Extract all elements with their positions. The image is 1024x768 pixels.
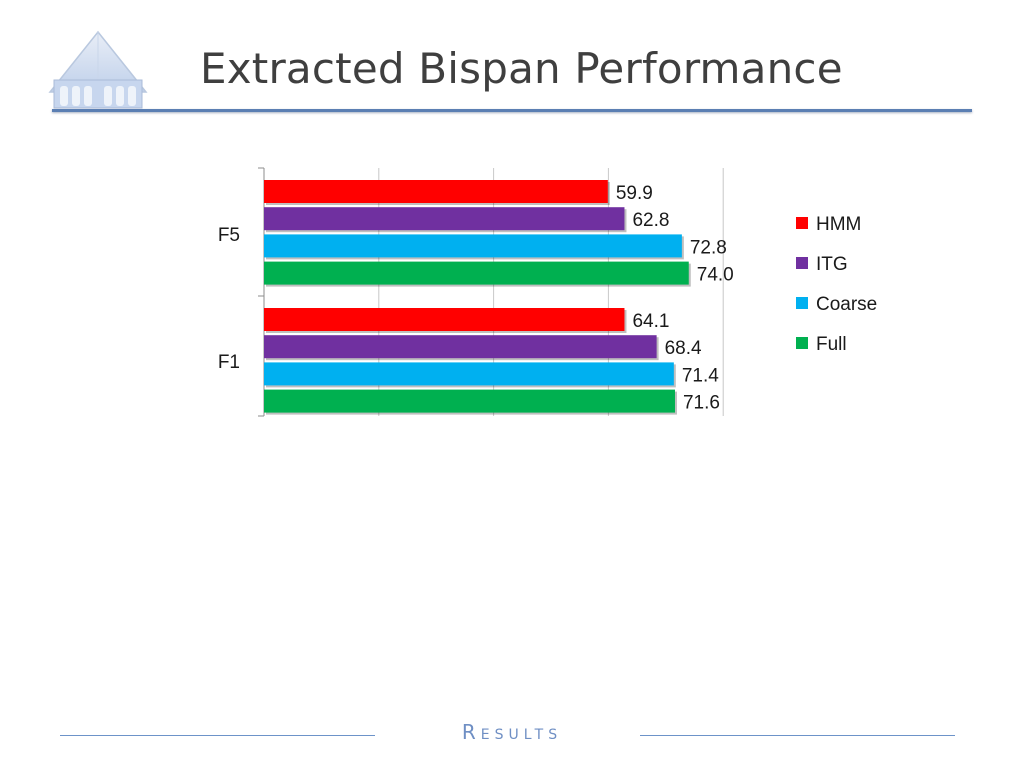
footer-divider-left	[60, 735, 375, 736]
slide-title: Extracted Bispan Performance	[200, 44, 843, 93]
footer-label: ESULTS	[480, 727, 563, 743]
legend-swatch	[796, 217, 808, 229]
legend-label: Full	[816, 334, 847, 355]
bar	[264, 234, 682, 258]
category-label: F1	[218, 352, 240, 373]
bar	[264, 261, 689, 285]
footer-divider-right	[640, 735, 955, 736]
footer-initial: R	[461, 720, 481, 744]
data-label: 68.4	[665, 338, 702, 359]
bar	[264, 335, 657, 359]
legend-label: HMM	[816, 214, 861, 235]
data-label: 62.8	[632, 210, 669, 231]
legend-swatch	[796, 337, 808, 349]
title-divider	[52, 109, 972, 112]
data-label: 72.8	[690, 237, 727, 258]
data-label: 74.0	[697, 265, 734, 286]
bar	[264, 362, 674, 386]
legend-swatch	[796, 297, 808, 309]
bar	[264, 180, 608, 203]
data-label: 64.1	[632, 311, 669, 332]
data-label: 59.9	[616, 183, 653, 204]
legend-label: ITG	[816, 254, 848, 275]
tent-logo	[48, 30, 148, 112]
bar	[264, 389, 675, 413]
bar	[264, 207, 625, 231]
legend-label: Coarse	[816, 294, 877, 315]
legend-swatch	[796, 257, 808, 269]
data-label: 71.4	[682, 365, 719, 386]
data-label: 71.6	[683, 393, 720, 414]
category-label: F5	[218, 225, 240, 246]
bar	[264, 308, 625, 331]
section-footer: RESULTS	[0, 720, 1024, 744]
